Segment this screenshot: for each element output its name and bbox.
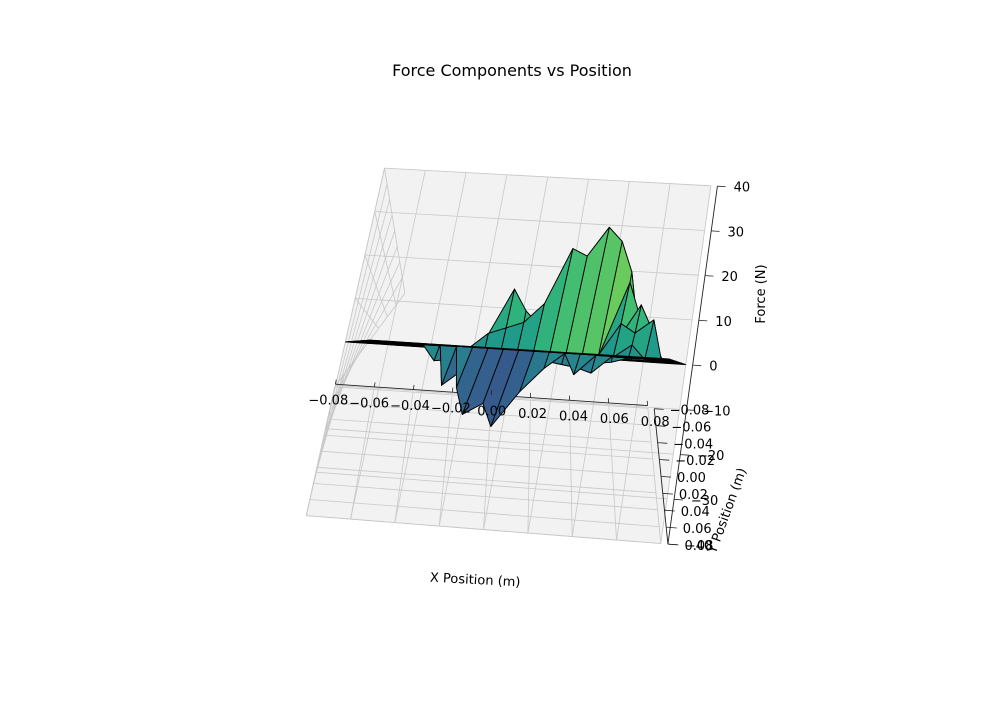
y-tick-mark <box>665 510 675 511</box>
x-tick-label: −0.02 <box>431 402 471 417</box>
chart-title: Force Components vs Position <box>392 61 632 80</box>
y-tick-label: 0.06 <box>683 522 712 537</box>
z-tick-mark <box>705 276 713 277</box>
y-tick-label: −0.06 <box>671 420 711 435</box>
x-tick-label: 0.04 <box>559 410 588 425</box>
x-tick-mark <box>452 388 453 393</box>
z-tick-label: 0 <box>709 360 717 375</box>
z-tick-label: −20 <box>697 449 724 464</box>
z-tick-label: −30 <box>691 494 718 509</box>
x-tick-label: 0.02 <box>518 407 547 422</box>
x-tick-label: −0.06 <box>349 396 389 411</box>
x-axis-label: X Position (m) <box>430 571 521 591</box>
y-tick-mark <box>666 527 677 528</box>
z-tick-label: 30 <box>728 225 745 240</box>
y-axis-label: Y Position (m) <box>705 466 750 556</box>
z-tick-label: −10 <box>703 404 730 419</box>
z-tick-mark <box>693 365 702 366</box>
z-axis-label: Force (N) <box>754 264 769 323</box>
z-tick-mark <box>668 544 677 545</box>
z-tick-label: 20 <box>721 270 738 285</box>
x-tick-label: 0.06 <box>600 412 629 427</box>
z-tick-mark <box>699 320 707 321</box>
z-tick-label: 10 <box>715 315 732 330</box>
x-tick-label: 0.08 <box>641 415 670 430</box>
z-tick-label: 40 <box>734 181 751 196</box>
x-tick-label: 0.00 <box>477 404 506 419</box>
z-tick-mark <box>711 231 719 232</box>
x-tick-label: −0.04 <box>390 399 430 414</box>
x-tick-label: −0.08 <box>308 394 348 409</box>
y-tick-label: 0.00 <box>677 471 706 486</box>
